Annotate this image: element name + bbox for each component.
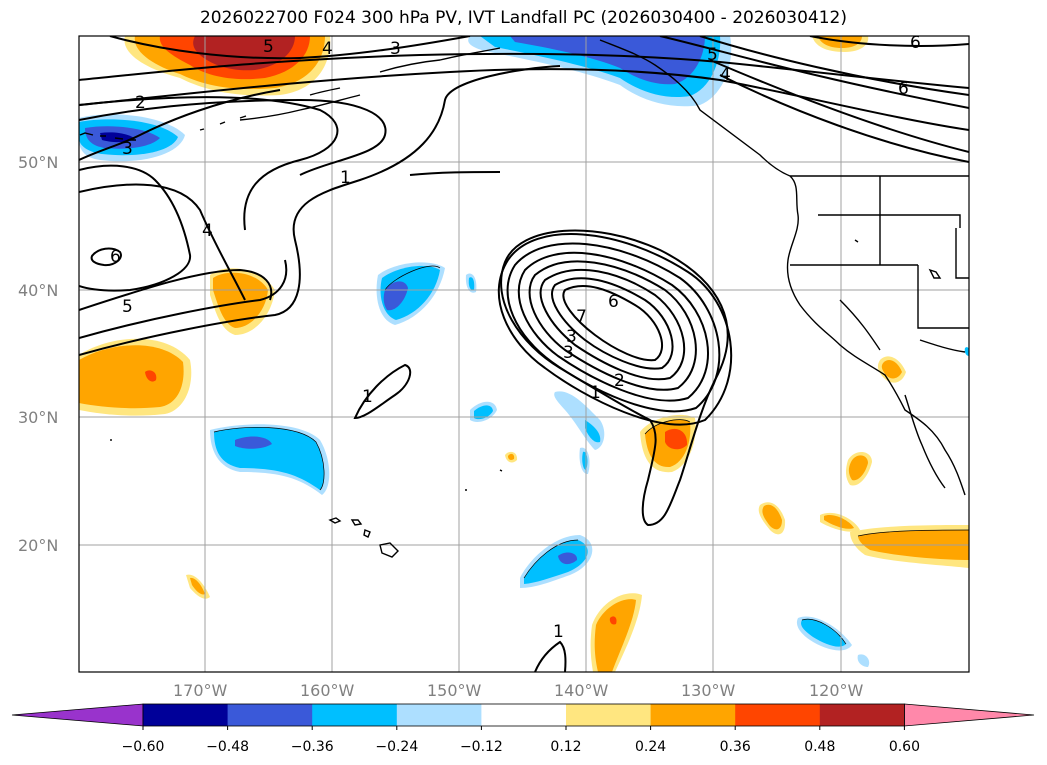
colorbar-segment xyxy=(566,704,652,726)
contour-label: 2 xyxy=(135,93,146,113)
contour-label: 1 xyxy=(362,387,373,407)
contour-label: 2 xyxy=(614,371,625,391)
contour-label: 6 xyxy=(110,247,121,267)
lat-label: 20°N xyxy=(18,536,58,555)
contour-label: 3 xyxy=(563,343,574,363)
lat-label: 40°N xyxy=(18,281,58,300)
map-plot: 5 4 3 2 3 1 4 6 5 1 6 7 3 3 1 2 1 5 4 6 … xyxy=(18,33,970,700)
colorbar-segment xyxy=(396,704,482,726)
colorbar-tick-label: −0.48 xyxy=(206,739,249,755)
lon-label: 150°W xyxy=(427,681,482,700)
colorbar-segment xyxy=(227,704,313,726)
colorbar-segments xyxy=(11,703,1035,727)
contour-label: 3 xyxy=(122,139,133,159)
colorbar-tick-label: 0.48 xyxy=(804,739,835,755)
contour-label: 5 xyxy=(707,45,718,65)
contour-label: 5 xyxy=(263,37,274,57)
pv-contours xyxy=(79,36,969,672)
colorbar-tick-label: 0.60 xyxy=(889,739,920,755)
contour-label: 1 xyxy=(340,168,351,188)
colorbar-tick-label: 0.24 xyxy=(635,739,666,755)
colorbar-tick-label: −0.36 xyxy=(291,739,334,755)
contour-label: 5 xyxy=(122,297,133,317)
colorbar-segment xyxy=(819,704,905,726)
contour-label: 6 xyxy=(898,79,909,99)
lat-labels: 50°N 40°N 30°N 20°N xyxy=(18,153,58,555)
contour-label: 3 xyxy=(390,39,401,59)
lon-label: 140°W xyxy=(554,681,609,700)
lon-labels: 170°W 160°W 150°W 140°W 130°W 120°W xyxy=(173,681,864,700)
contour-label: 7 xyxy=(576,307,587,327)
coastlines xyxy=(79,39,969,558)
contour-label: 4 xyxy=(322,39,333,59)
graticule xyxy=(79,36,969,672)
contour-label: 6 xyxy=(608,292,619,312)
lon-label: 160°W xyxy=(300,681,355,700)
colorbar-segment xyxy=(481,704,567,726)
colorbar-tick-label: −0.60 xyxy=(122,739,165,755)
colorbar-ticks: −0.60 −0.48 −0.36 −0.24 −0.12 0.12 0.24 0.36 0.4… xyxy=(122,726,920,755)
colorbar-segment xyxy=(650,704,736,726)
colorbar-tick-label: 0.36 xyxy=(720,739,751,755)
pc-outlines xyxy=(213,265,969,645)
lon-label: 120°W xyxy=(809,681,864,700)
lon-label: 130°W xyxy=(681,681,736,700)
colorbar-segment xyxy=(735,704,821,726)
colorbar-segment xyxy=(143,704,229,726)
plot-frame xyxy=(78,35,970,673)
contour-label: 4 xyxy=(202,221,213,241)
lon-label: 170°W xyxy=(173,681,228,700)
colorbar-segment xyxy=(312,704,398,726)
colorbar-extend-min xyxy=(11,703,144,727)
contour-label: 1 xyxy=(590,383,601,403)
colorbar-extend-max xyxy=(904,703,1035,727)
lat-label: 50°N xyxy=(18,153,58,172)
map-title: 2026022700 F024 300 hPa PV, IVT Landfall… xyxy=(199,8,847,28)
contour-labels: 5 4 3 2 3 1 4 6 5 1 6 7 3 3 1 2 1 5 4 6 … xyxy=(110,33,921,642)
colorbar-tick-label: 0.12 xyxy=(550,739,581,755)
pc-shading xyxy=(79,36,969,672)
colorbar-tick-label: −0.12 xyxy=(460,739,503,755)
contour-label: 6 xyxy=(910,33,921,53)
contour-label: 3 xyxy=(566,327,577,347)
contour-label: 1 xyxy=(553,622,564,642)
colorbar-tick-label: −0.24 xyxy=(375,739,418,755)
contour-label: 4 xyxy=(720,65,731,85)
lat-label: 30°N xyxy=(18,408,58,427)
